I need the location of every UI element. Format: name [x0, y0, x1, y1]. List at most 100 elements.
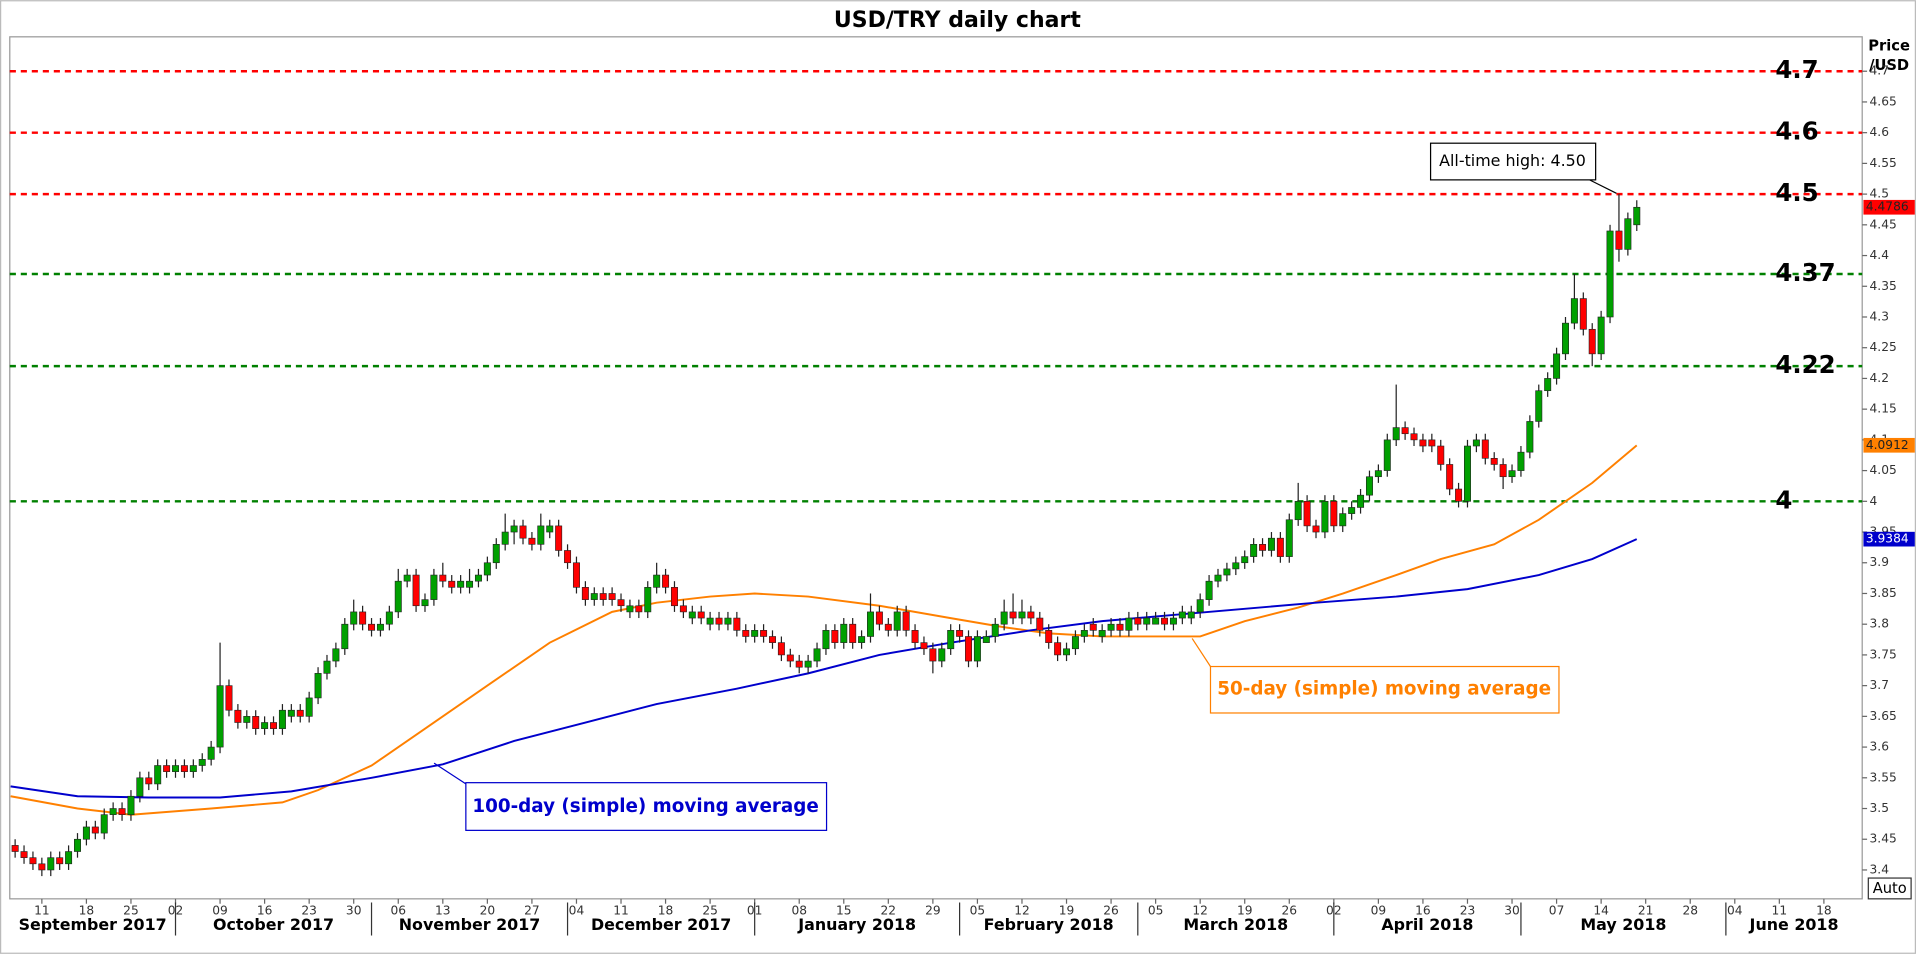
candle-body [474, 574, 482, 582]
candle-body [287, 709, 295, 717]
candle-body [724, 617, 732, 625]
auto-button[interactable] [1867, 877, 1912, 900]
candle-body [644, 587, 652, 613]
candle-body [1624, 218, 1632, 250]
x-tick-label: 20 [480, 904, 496, 918]
candle-body [189, 765, 197, 772]
candle-body [1276, 537, 1284, 557]
candle-body [635, 605, 643, 613]
candle-body [1250, 544, 1258, 557]
month-label: June 2018 [1749, 915, 1839, 934]
candle-body [1392, 427, 1400, 441]
y-tick-label: 3.45 [1870, 832, 1897, 846]
candle-body [1196, 599, 1204, 613]
candle-body [1267, 537, 1275, 551]
candle-body [1544, 378, 1552, 392]
leader-line [433, 762, 467, 785]
candle-body [1633, 206, 1641, 226]
chart-title: USD/TRY daily chart [834, 8, 1081, 33]
y-tick-label: 3.55 [1870, 770, 1897, 784]
y-tick-label: 4.55 [1870, 156, 1897, 170]
candle-body [20, 851, 28, 858]
candle-body [795, 660, 803, 668]
ma-line [10, 538, 1638, 799]
y-tick-label: 4.15 [1870, 402, 1897, 416]
candle-body [448, 580, 456, 588]
candle-body [662, 574, 670, 588]
candle-body [1169, 617, 1177, 625]
candle-body [1187, 611, 1195, 619]
candle-body [947, 630, 955, 650]
candle-body [1312, 525, 1320, 533]
candle-body [786, 654, 794, 662]
candle-body [457, 580, 465, 588]
candle-body [1161, 617, 1169, 625]
candle-body [1437, 445, 1445, 465]
candle-body [617, 599, 625, 607]
candle-body [412, 574, 420, 607]
candle-body [154, 765, 162, 785]
candle-body [590, 593, 598, 600]
y-tick-label: 3.4 [1870, 862, 1890, 876]
candle-body [1241, 556, 1249, 564]
candle-body [439, 574, 447, 582]
candle-body [1517, 451, 1525, 471]
candle-body [145, 777, 153, 785]
candle-body [1588, 328, 1596, 355]
candle-body [804, 660, 812, 668]
candle-body [1214, 574, 1222, 582]
candle-body [368, 623, 376, 631]
x-tick-label: 05 [970, 904, 986, 918]
candle-body [1348, 507, 1356, 514]
candle-body [875, 611, 883, 625]
candle-body [91, 826, 99, 834]
leader-line [1589, 179, 1617, 194]
candle-body [1446, 464, 1454, 490]
y-tick-label: 4.5 [1870, 187, 1889, 201]
annotation-box [1429, 142, 1597, 181]
candle-body [47, 857, 55, 871]
candle-body [29, 857, 37, 865]
x-tick-label: 12 [1192, 904, 1208, 918]
candle-body [118, 808, 126, 815]
x-tick-label: 23 [301, 904, 317, 918]
candle-body [1419, 439, 1427, 447]
candle-body [519, 525, 527, 539]
x-tick-label: 29 [925, 904, 941, 918]
ma-line [10, 444, 1638, 816]
x-tick-label: 23 [1460, 904, 1476, 918]
x-tick-label: 25 [702, 904, 718, 918]
y-axis-label: /USD [1869, 57, 1909, 74]
candle-body [350, 611, 358, 625]
y-tick-label: 3.65 [1870, 709, 1897, 723]
candle-body [1490, 458, 1498, 465]
candle-body [733, 617, 741, 631]
candle-body [1285, 519, 1293, 557]
month-label: December 2017 [591, 915, 731, 934]
candle-body [653, 574, 661, 588]
x-tick-label: 04 [1727, 904, 1743, 918]
level-label: 4 [1775, 485, 1792, 514]
candle-body [1606, 230, 1614, 318]
auto-button-label[interactable]: Auto [1873, 880, 1907, 897]
x-tick-label: 14 [1593, 904, 1609, 918]
candle-body [1071, 636, 1079, 650]
y-tick-label: 4.6 [1870, 125, 1889, 139]
candle-body [546, 525, 554, 533]
y-tick-label: 3.6 [1870, 740, 1889, 754]
candle-body [1027, 611, 1035, 619]
candle-body [341, 623, 349, 650]
candle-body [136, 777, 144, 797]
candle-body [1472, 439, 1480, 447]
x-tick-label: 16 [1415, 904, 1431, 918]
candle-body [1615, 230, 1623, 250]
month-label: March 2018 [1183, 915, 1288, 934]
candle-body [938, 648, 946, 662]
candle-body [163, 765, 171, 772]
candle-body [1009, 611, 1017, 619]
x-tick-label: 06 [390, 904, 406, 918]
x-tick-label: 26 [1281, 904, 1297, 918]
candle-body [528, 537, 536, 545]
candle-body [608, 593, 616, 600]
